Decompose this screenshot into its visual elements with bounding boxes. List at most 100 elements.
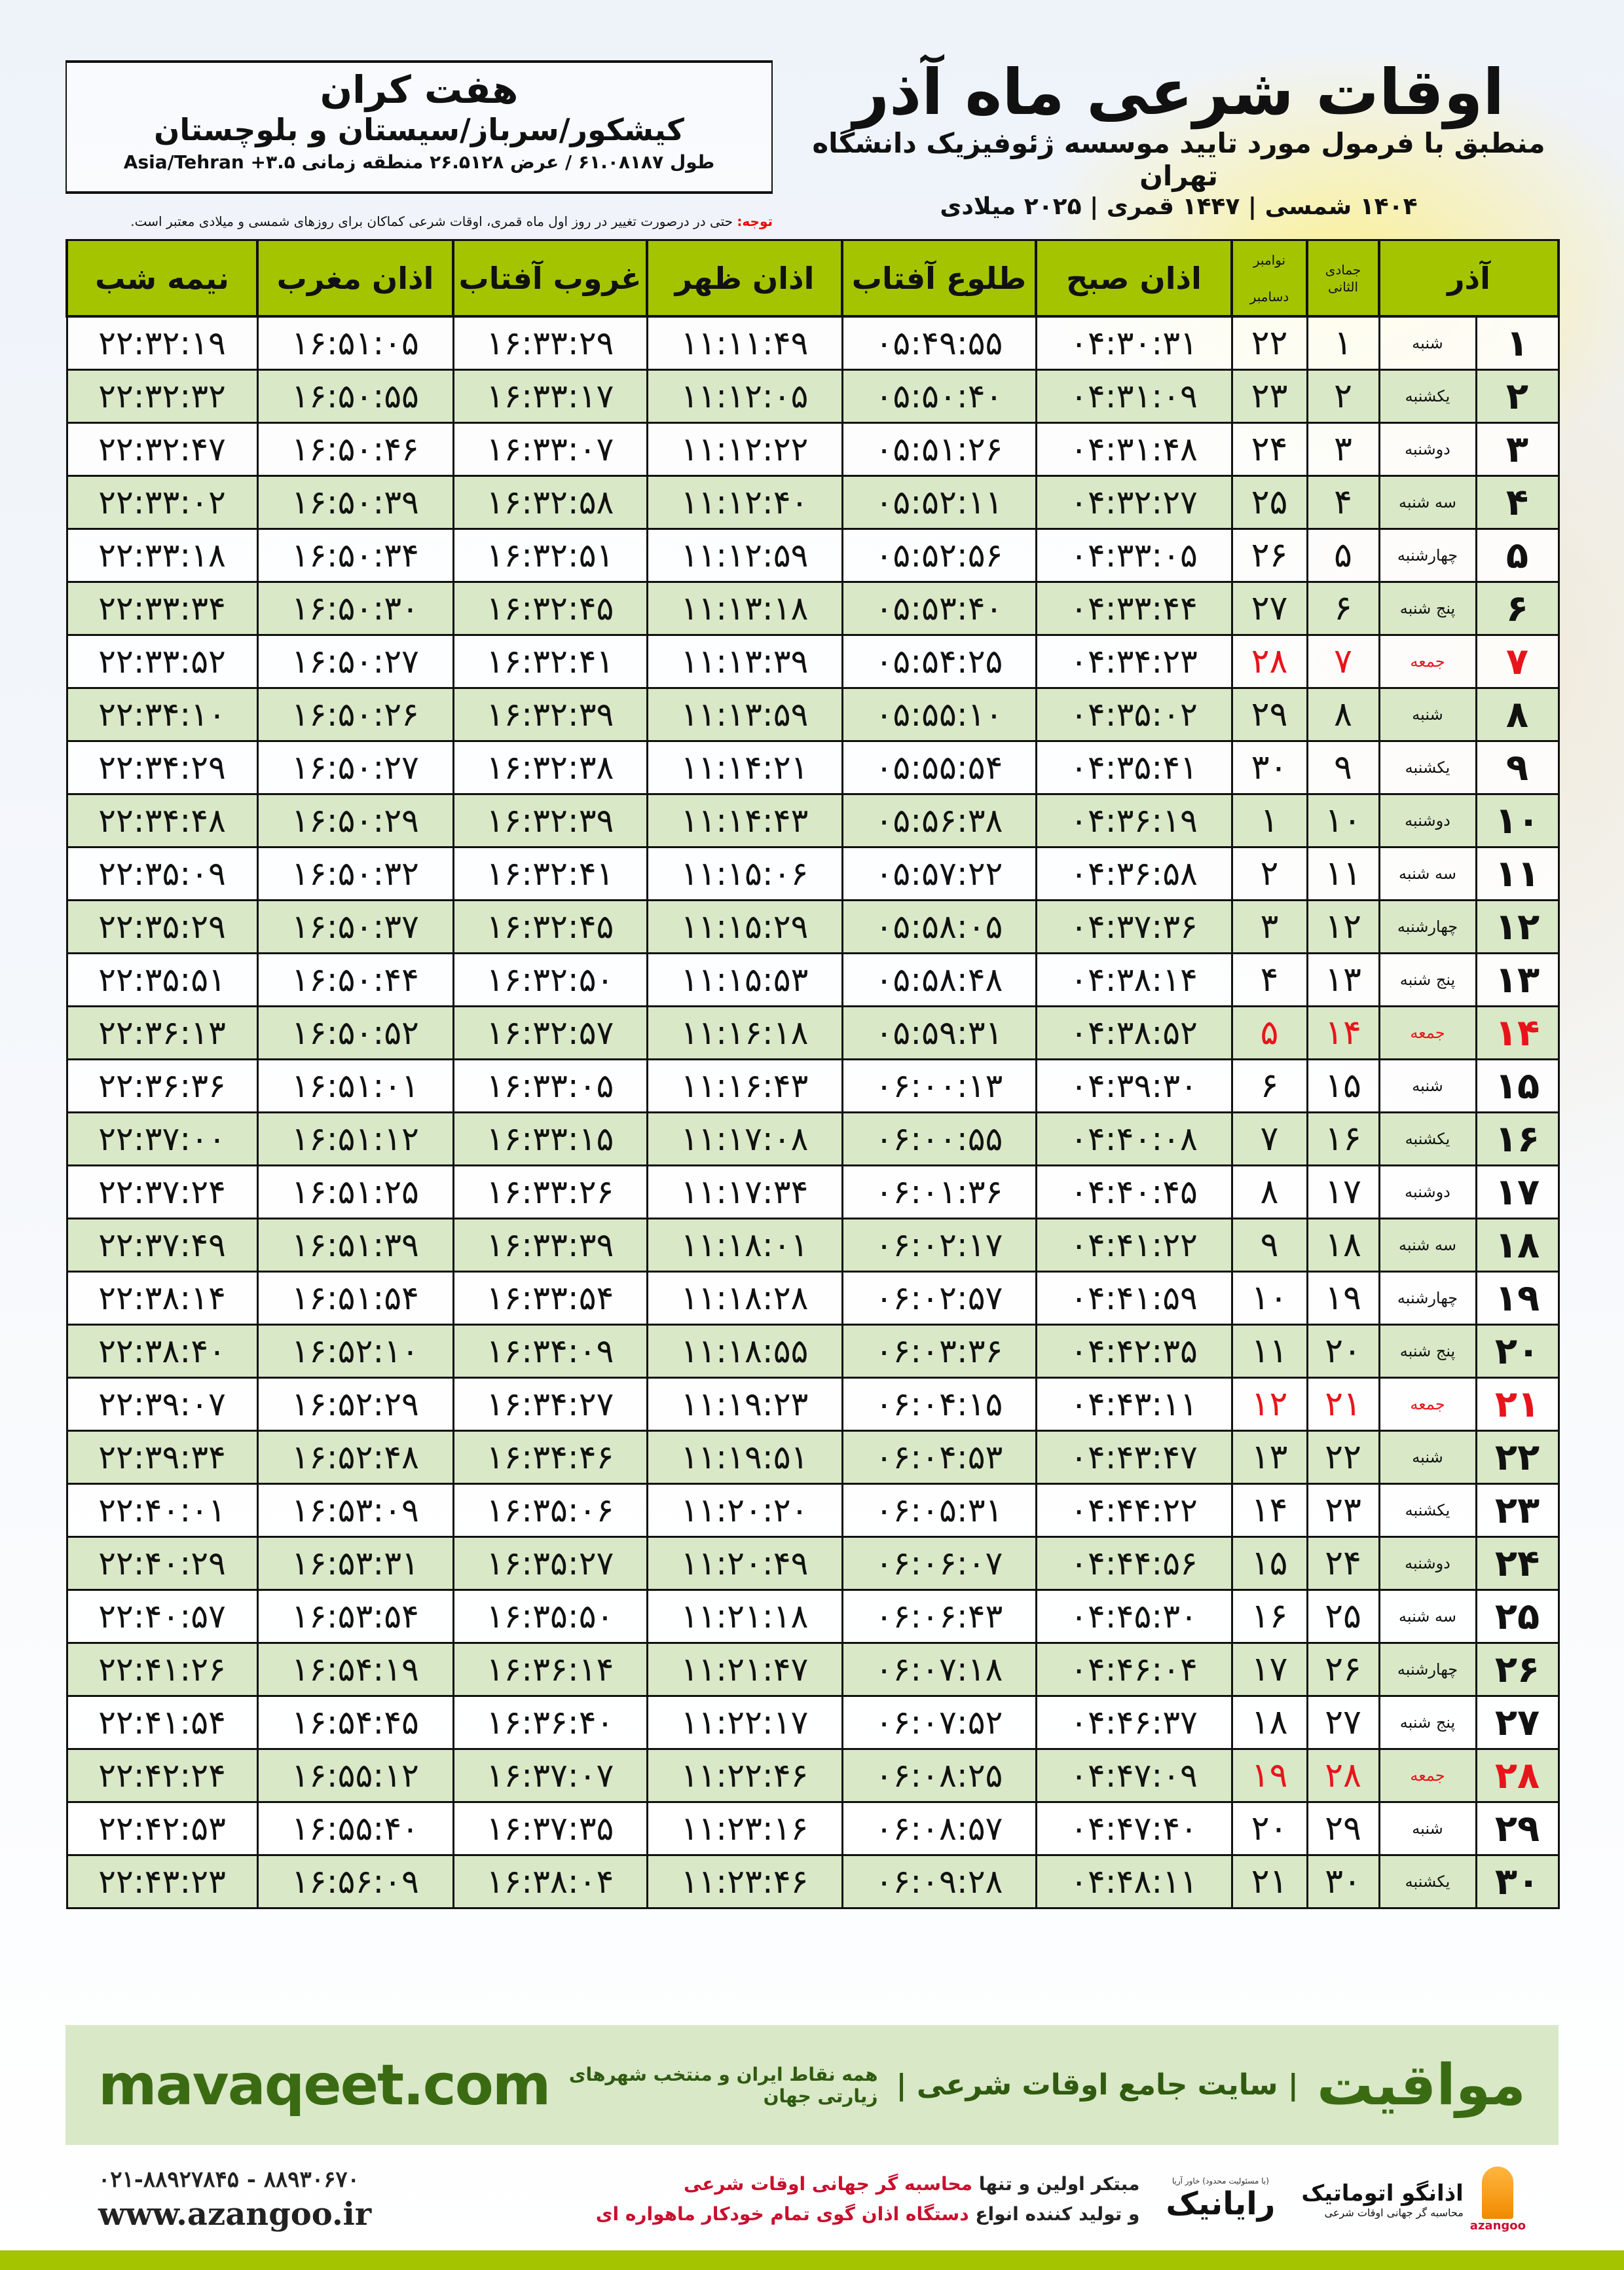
azangoo-link[interactable]: www.azangoo.ir <box>98 2196 372 2233</box>
cell-weekday: یکشنبه <box>1378 369 1477 424</box>
cell-ghurub: ۱۶:۳۲:۳۸ <box>452 740 648 795</box>
cell-day: ۱۹ <box>1475 1271 1560 1326</box>
cell-maghrib: ۱۶:۵۱:۲۵ <box>256 1164 454 1219</box>
cell-tulu: ۰۵:۵۶:۳۸ <box>841 793 1037 848</box>
header-gregorian: نوامبر دسامبر <box>1230 239 1308 318</box>
cell-hijri: ۲۲ <box>1306 1430 1380 1485</box>
cell-subh: ۰۴:۳۸:۵۲ <box>1035 1005 1233 1060</box>
cell-subh: ۰۴:۳۶:۱۹ <box>1035 793 1233 848</box>
cell-subh: ۰۴:۳۶:۵۸ <box>1035 846 1233 901</box>
cell-hijri: ۲۱ <box>1306 1377 1380 1432</box>
cell-nime: ۲۲:۳۷:۲۴ <box>65 1164 259 1219</box>
cell-ghurub: ۱۶:۳۵:۰۶ <box>452 1483 648 1538</box>
cell-hijri: ۱۴ <box>1306 1005 1380 1060</box>
cell-weekday: دوشنبه <box>1378 1536 1477 1591</box>
header-ghurub: غروب آفتاب <box>452 239 648 318</box>
cell-day: ۱۱ <box>1475 846 1560 901</box>
cell-weekday: شنبه <box>1378 687 1477 742</box>
cell-hijri: ۱۶ <box>1306 1111 1380 1166</box>
cell-ghurub: ۱۶:۳۲:۵۷ <box>452 1005 648 1060</box>
cell-maghrib: ۱۶:۵۰:۳۲ <box>256 846 454 901</box>
cell-nime: ۲۲:۳۶:۳۶ <box>65 1058 259 1113</box>
cell-greg: ۲۸ <box>1230 634 1308 689</box>
cell-weekday: یکشنبه <box>1378 740 1477 795</box>
cell-nime: ۲۲:۳۷:۴۹ <box>65 1218 259 1273</box>
cell-tulu: ۰۶:۰۱:۳۶ <box>841 1164 1037 1219</box>
cell-zuhr: ۱۱:۱۲:۵۹ <box>646 528 843 583</box>
cell-nime: ۲۲:۳۸:۱۴ <box>65 1271 259 1326</box>
cell-hijri: ۲ <box>1306 369 1380 424</box>
promo-text: مبتکر اولین و تنها <box>972 2173 1140 2195</box>
cell-hijri: ۱۷ <box>1306 1164 1380 1219</box>
cell-maghrib: ۱۶:۵۰:۲۹ <box>256 793 454 848</box>
cell-hijri: ۲۹ <box>1306 1801 1380 1856</box>
cell-nime: ۲۲:۳۴:۴۸ <box>65 793 259 848</box>
promo-line-2: و تولید کننده انواع دستگاه اذان گوی تمام… <box>397 2202 1140 2227</box>
cell-subh: ۰۴:۴۱:۲۲ <box>1035 1218 1233 1273</box>
cell-weekday: شنبه <box>1378 1801 1477 1856</box>
cell-ghurub: ۱۶:۳۴:۲۷ <box>452 1377 648 1432</box>
cell-maghrib: ۱۶:۵۴:۴۵ <box>256 1695 454 1750</box>
cell-hijri: ۳۰ <box>1306 1854 1380 1909</box>
header-subh: اذان صبح <box>1035 239 1233 318</box>
cell-weekday: جمعه <box>1378 1377 1477 1432</box>
cell-hijri: ۲۰ <box>1306 1324 1380 1379</box>
table-row: ۱۶ یکشنبه ۱۶ ۷ ۰۴:۴۰:۰۸ ۰۶:۰۰:۵۵ ۱۱:۱۷:۰۸ ۱۶:۳۳… <box>65 1111 1560 1166</box>
table-row: ۲۸ جمعه ۲۸ ۱۹ ۰۴:۴۷:۰۹ ۰۶:۰۸:۲۵ ۱۱:۲۲:۴۶ ۱۶:۳۷:… <box>65 1748 1560 1803</box>
cell-ghurub: ۱۶:۳۲:۳۹ <box>452 687 648 742</box>
cell-maghrib: ۱۶:۵۰:۳۴ <box>256 528 454 583</box>
footer-row: azangoo اذانگو اتوماتیک محاسبه گر جهانی … <box>65 2153 1559 2245</box>
cell-tulu: ۰۵:۵۲:۱۱ <box>841 475 1037 530</box>
site-link[interactable]: mavaqeet.com <box>98 2052 551 2118</box>
cell-subh: ۰۴:۳۵:۴۱ <box>1035 740 1233 795</box>
cell-subh: ۰۴:۴۳:۱۱ <box>1035 1377 1233 1432</box>
cell-ghurub: ۱۶:۳۳:۲۹ <box>452 315 648 371</box>
phone-numbers: ۰۲۱-۸۸۹۲۷۸۴۵ - ۸۸۹۳۰۶۷۰ <box>98 2167 360 2193</box>
cell-subh: ۰۴:۳۷:۳۶ <box>1035 899 1233 954</box>
cell-day: ۲۱ <box>1475 1377 1560 1432</box>
cell-nime: ۲۲:۳۹:۰۷ <box>65 1377 259 1432</box>
cell-weekday: چهارشنبه <box>1378 1642 1477 1697</box>
cell-hijri: ۲۷ <box>1306 1695 1380 1750</box>
cell-zuhr: ۱۱:۲۱:۱۸ <box>646 1589 843 1644</box>
cell-zuhr: ۱۱:۱۱:۴۹ <box>646 315 843 371</box>
cell-day: ۳۰ <box>1475 1854 1560 1909</box>
cell-maghrib: ۱۶:۵۳:۵۴ <box>256 1589 454 1644</box>
cell-day: ۲۹ <box>1475 1801 1560 1856</box>
cell-hijri: ۱۱ <box>1306 846 1380 901</box>
table-row: ۴ سه شنبه ۴ ۲۵ ۰۴:۳۲:۲۷ ۰۵:۵۲:۱۱ ۱۱:۱۲:۴۰ ۱۶:۳۲… <box>65 475 1560 530</box>
cell-tulu: ۰۵:۵۳:۴۰ <box>841 581 1037 636</box>
cell-tulu: ۰۶:۰۹:۲۸ <box>841 1854 1037 1909</box>
table-row: ۵ چهارشنبه ۵ ۲۶ ۰۴:۳۳:۰۵ ۰۵:۵۲:۵۶ ۱۱:۱۲:۵۹ ۱۶:۳… <box>65 528 1560 583</box>
cell-ghurub: ۱۶:۳۳:۰۷ <box>452 422 648 477</box>
cell-subh: ۰۴:۴۶:۰۴ <box>1035 1642 1233 1697</box>
cell-day: ۲۲ <box>1475 1430 1560 1485</box>
note-text: حتی در درصورت تغییر در روز اول ماه قمری،… <box>130 214 737 229</box>
cell-day: ۲۶ <box>1475 1642 1560 1697</box>
table-row: ۱۱ سه شنبه ۱۱ ۲ ۰۴:۳۶:۵۸ ۰۵:۵۷:۲۲ ۱۱:۱۵:۰۶ ۱۶:۳… <box>65 846 1560 901</box>
cell-maghrib: ۱۶:۵۰:۴۴ <box>256 952 454 1007</box>
cell-greg: ۲۰ <box>1230 1801 1308 1856</box>
cell-ghurub: ۱۶:۳۵:۲۷ <box>452 1536 648 1591</box>
minaret-logo-icon <box>1482 2166 1514 2219</box>
cell-maghrib: ۱۶:۵۳:۳۱ <box>256 1536 454 1591</box>
cell-maghrib: ۱۶:۵۰:۳۹ <box>256 475 454 530</box>
cell-nime: ۲۲:۳۳:۳۴ <box>65 581 259 636</box>
cell-day: ۶ <box>1475 581 1560 636</box>
cell-hijri: ۶ <box>1306 581 1380 636</box>
cell-zuhr: ۱۱:۲۲:۱۷ <box>646 1695 843 1750</box>
cell-zuhr: ۱۱:۱۸:۲۸ <box>646 1271 843 1326</box>
cell-maghrib: ۱۶:۵۲:۲۹ <box>256 1377 454 1432</box>
cell-greg: ۱۶ <box>1230 1589 1308 1644</box>
cell-subh: ۰۴:۳۴:۲۳ <box>1035 634 1233 689</box>
cell-weekday: یکشنبه <box>1378 1111 1477 1166</box>
cell-greg: ۱۷ <box>1230 1642 1308 1697</box>
cell-ghurub: ۱۶:۳۳:۳۹ <box>452 1218 648 1273</box>
promo-line-1: مبتکر اولین و تنها محاسبه گر جهانی اوقات… <box>397 2172 1139 2197</box>
cell-weekday: پنج شنبه <box>1378 1324 1477 1379</box>
cell-zuhr: ۱۱:۱۷:۰۸ <box>646 1111 843 1166</box>
cell-nime: ۲۲:۳۸:۴۰ <box>65 1324 259 1379</box>
cell-day: ۱۵ <box>1475 1058 1560 1113</box>
cell-maghrib: ۱۶:۵۰:۵۵ <box>256 369 454 424</box>
cell-greg: ۲۵ <box>1230 475 1308 530</box>
